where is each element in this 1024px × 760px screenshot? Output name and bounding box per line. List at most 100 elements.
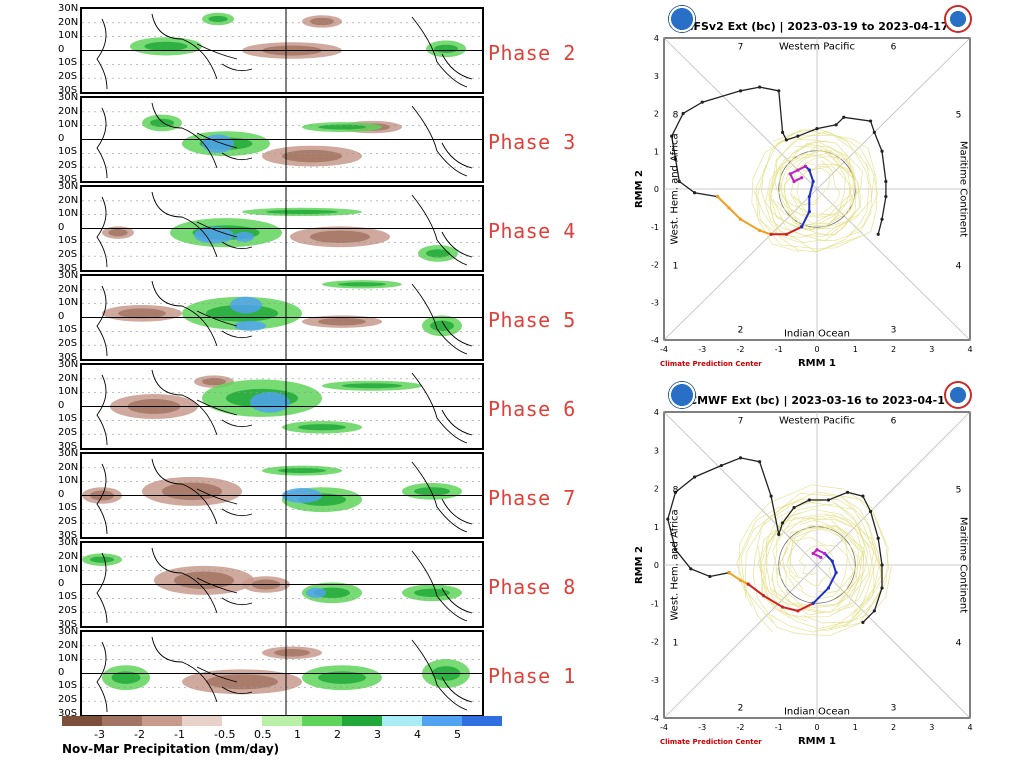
ensemble-member-line: [759, 503, 875, 617]
latitude-label: 30S: [58, 707, 78, 719]
track-point: [792, 179, 796, 184]
rmm-phase-diagram-cfsv2: -4-4 -3 -3 -2 -2 -1 -1 0 0 1 1 2 2 3 3 4 4 1 2 3 4 5 6 7 8 Wester…: [634, 20, 973, 369]
octant-number: 5: [956, 486, 962, 496]
x-tick-label: -1: [775, 723, 783, 732]
track-point: [673, 490, 678, 494]
ensemble-member-line: [789, 536, 834, 590]
y-tick-label: -4: [651, 714, 659, 723]
x-tick-label: -2: [737, 723, 745, 732]
dry-anomaly-core: [310, 17, 334, 26]
latitude-label: 30S: [58, 84, 78, 96]
forecast-track-segment: [667, 457, 883, 623]
colorbar-swatch: [262, 716, 302, 726]
latitude-label: 30N: [58, 181, 79, 192]
wet-anomaly-core: [298, 424, 346, 431]
precip-panel: [80, 96, 484, 183]
track-point: [868, 119, 873, 123]
track-point: [746, 582, 750, 586]
track-point: [842, 115, 846, 119]
ensemble-member-line: [768, 139, 854, 238]
latitude-label: 0: [58, 399, 65, 411]
ensemble-member-line: [754, 130, 870, 253]
y-tick-label: -3: [651, 676, 659, 685]
y-tick-label: 2: [654, 110, 659, 119]
octant-number: 6: [891, 43, 897, 53]
latitude-label: 30S: [58, 262, 78, 274]
credit-label: Climate Prediction Center: [660, 738, 762, 746]
latitude-label: 30S: [58, 440, 78, 452]
y-tick-label: -1: [651, 223, 659, 232]
latitude-label: 30S: [58, 351, 78, 363]
latitude-label: 10N: [58, 475, 79, 487]
colorbar-tick-label: 4: [414, 728, 421, 741]
colorbar-swatch: [302, 716, 342, 726]
chart-title: ECMWF Ext (bc) | 2023-03-16 to 2023-04-1…: [681, 394, 952, 407]
ensemble-member-line: [771, 525, 864, 616]
ensemble-member-line: [769, 152, 860, 230]
precip-panel: [80, 630, 484, 717]
dry-anomaly-core: [310, 230, 370, 244]
x-tick-label: 0: [814, 345, 819, 354]
wet-anomaly-core: [338, 282, 386, 287]
octant-number: 1: [673, 262, 679, 272]
dry-anomaly-core: [108, 228, 128, 237]
track-point: [727, 206, 731, 210]
track-point: [819, 555, 823, 559]
track-point: [872, 130, 876, 134]
track-point: [769, 494, 773, 498]
wet-anomaly-core: [111, 671, 141, 684]
track-point: [834, 571, 838, 575]
track-point: [807, 168, 811, 172]
latitude-label: 30N: [58, 359, 79, 370]
latitude-label: 20S: [58, 516, 78, 527]
phase-label: Phase 7: [488, 486, 576, 510]
track-point: [700, 100, 704, 104]
wet-anomaly-core: [90, 556, 114, 563]
track-point: [884, 194, 888, 199]
ensemble-member-line: [761, 513, 883, 629]
dry-anomaly-core: [162, 482, 222, 501]
latitude-label: 30N: [58, 270, 79, 281]
x-tick-label: 1: [853, 345, 858, 354]
very-wet-anomaly-region: [234, 231, 254, 242]
colorbar-swatch: [142, 716, 182, 726]
dry-anomaly-core: [206, 674, 278, 690]
y-tick-label: -1: [651, 599, 659, 608]
latitude-label: 20S: [58, 338, 78, 349]
x-tick-label: -4: [660, 723, 668, 732]
wet-anomaly-core: [318, 671, 366, 684]
latitude-label: 30N: [58, 92, 79, 103]
x-tick-label: 2: [891, 345, 896, 354]
track-point: [868, 509, 873, 514]
colorbar-tick-label: 0.5: [254, 728, 272, 741]
y-tick-label: 3: [654, 72, 659, 81]
track-point: [693, 191, 697, 195]
colorbar-tick-label: 3: [374, 728, 381, 741]
colorbar-swatch: [462, 716, 502, 726]
wet-anomaly-core: [426, 249, 450, 258]
track-point: [807, 210, 811, 214]
track-point: [884, 179, 888, 184]
very-wet-anomaly-region: [250, 391, 290, 413]
track-point: [826, 498, 831, 502]
coastline: [96, 13, 473, 90]
track-point: [758, 228, 762, 233]
latitude-label: 20N: [58, 550, 79, 562]
latitude-label: 0: [58, 310, 65, 322]
region-label-bottom: Indian Ocean: [784, 706, 850, 717]
coastline: [96, 369, 473, 446]
colorbar-tick-label: -0.5: [214, 728, 236, 741]
y-tick-label: -4: [651, 336, 659, 345]
x-tick-label: -2: [737, 345, 745, 354]
latitude-label: 10S: [58, 146, 78, 158]
track-point: [777, 89, 781, 93]
x-tick-label: 2: [891, 723, 896, 732]
precip-panel: [80, 274, 484, 361]
latitude-label: 10S: [58, 57, 78, 69]
latitude-label: 20S: [58, 694, 78, 705]
latitude-label: 30N: [58, 3, 79, 14]
latitude-label: 10N: [58, 564, 79, 576]
latitude-label: 20S: [58, 605, 78, 616]
colorbar-swatch: [422, 716, 462, 726]
colorbar-swatches: [62, 716, 502, 726]
